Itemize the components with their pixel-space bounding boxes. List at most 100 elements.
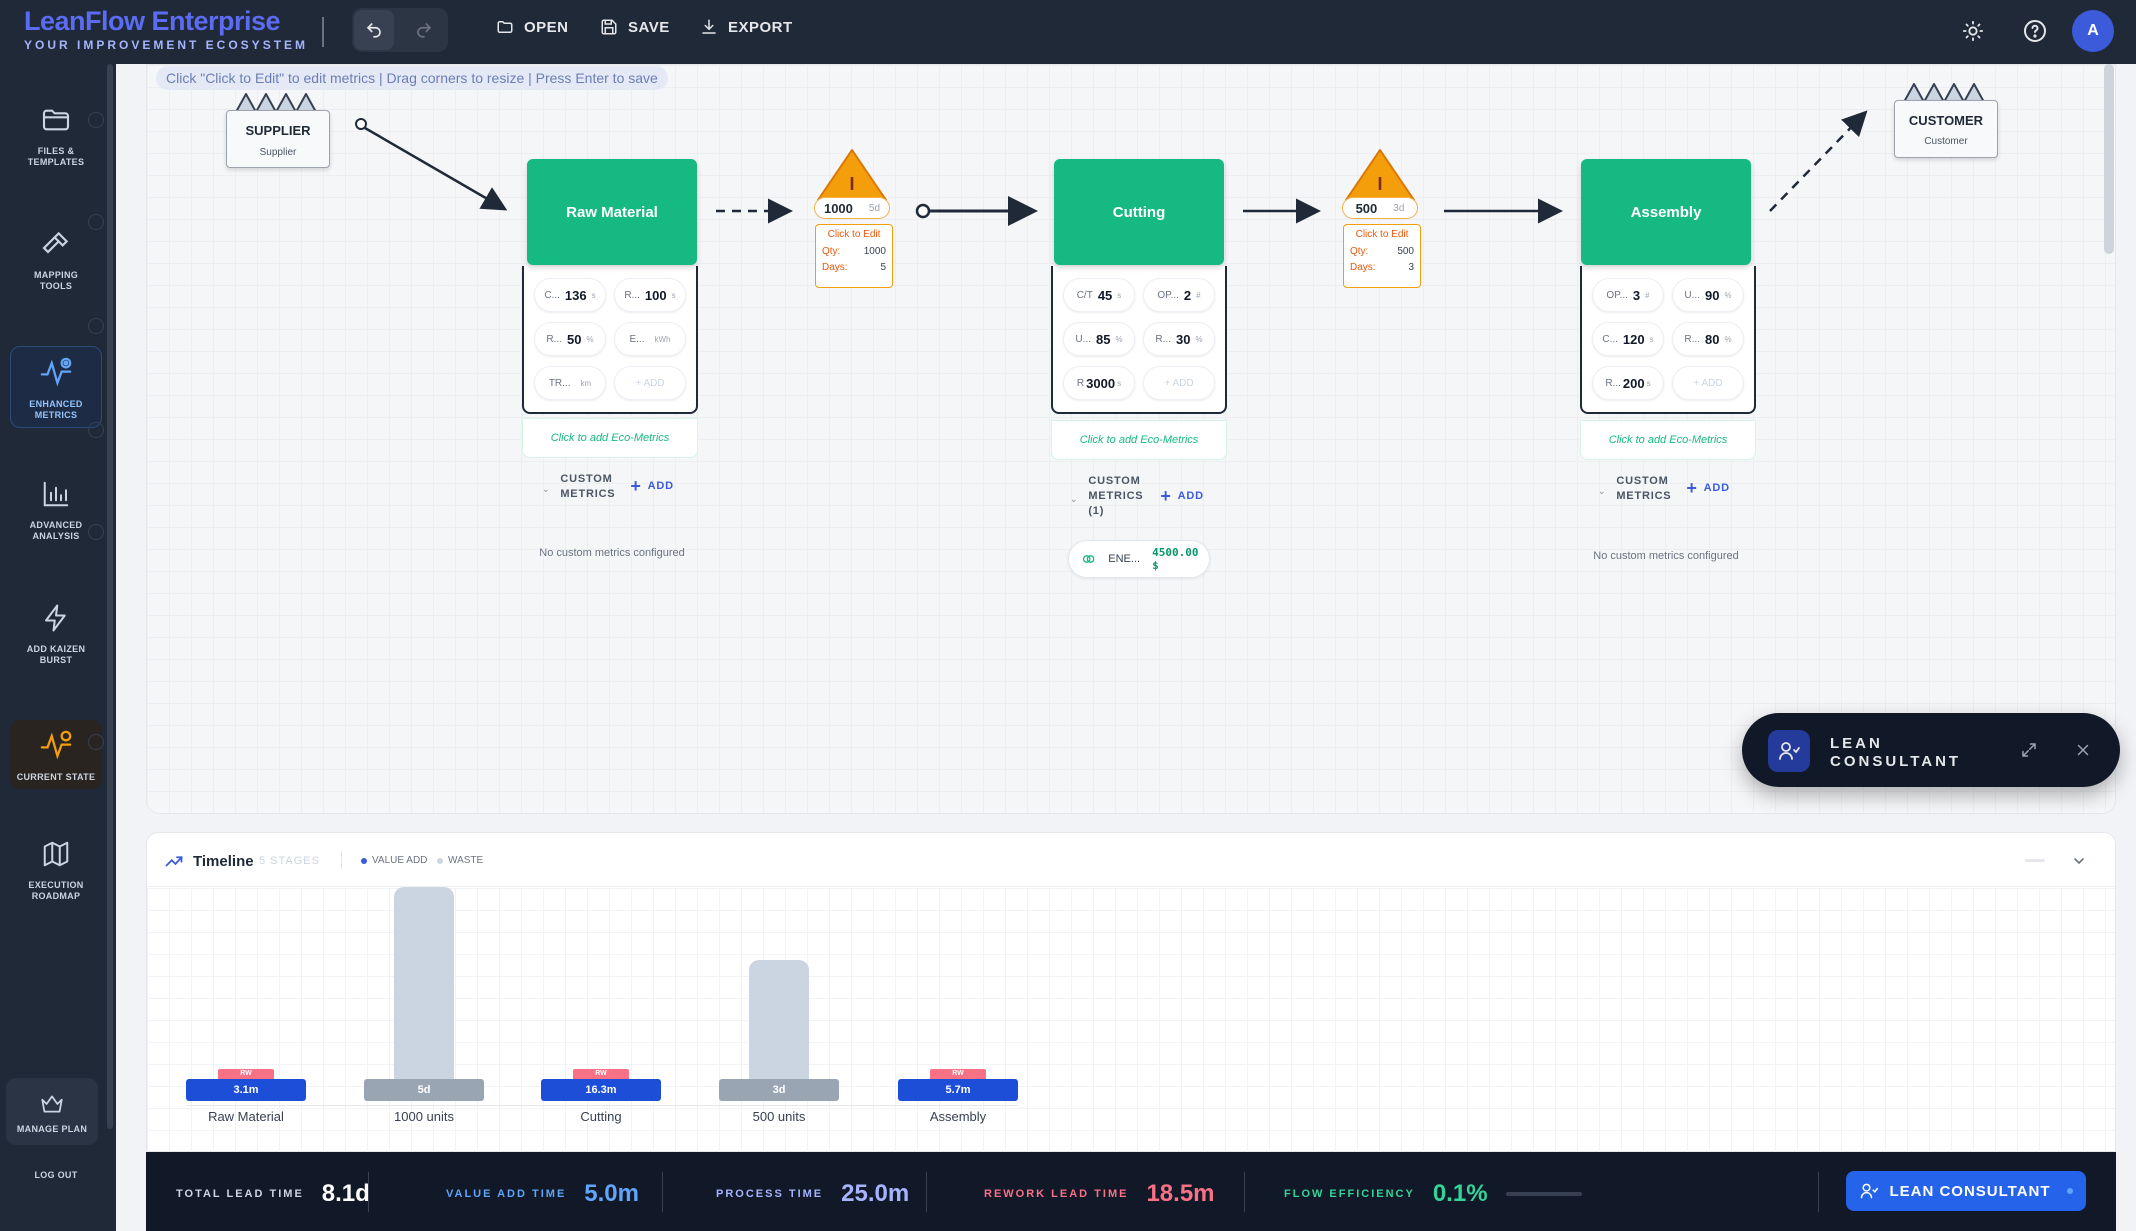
timeline-waste-tag[interactable]: 5d: [364, 1079, 484, 1101]
metric-chip[interactable]: OP... 3 #: [1592, 278, 1664, 312]
flow-efficiency: FLOW EFFICIENCY 0.1%: [1284, 1180, 1582, 1208]
expand-button[interactable]: [2020, 741, 2038, 764]
add-metric-button[interactable]: + ADD: [1143, 366, 1215, 400]
download-icon: [702, 19, 716, 34]
footer-divider: [1244, 1172, 1245, 1212]
help-button[interactable]: [2018, 14, 2052, 48]
sidebar-indicator: [88, 422, 104, 438]
add-custom-metric-button[interactable]: + ADD: [1686, 478, 1730, 498]
close-icon: [2077, 744, 2089, 756]
canvas-scrollbar[interactable]: [2104, 64, 2114, 254]
save-button[interactable]: SAVE: [600, 18, 670, 36]
sidebar-indicator: [88, 214, 104, 230]
metric-chip[interactable]: R... 30%: [1143, 322, 1215, 356]
sidebar-indicator: [88, 524, 104, 540]
process-cutting[interactable]: Cutting: [1054, 159, 1224, 265]
undo-button[interactable]: [354, 10, 394, 50]
sidebar-item-mapping-tools[interactable]: MAPPING TOOLS: [10, 224, 102, 292]
metric-chip[interactable]: OP... 2 #: [1143, 278, 1215, 312]
app-subtitle: YOUR IMPROVEMENT ECOSYSTEM: [24, 38, 309, 52]
supplier-sub: Supplier: [259, 147, 297, 158]
lean-consultant-button[interactable]: LEAN CONSULTANT: [1846, 1171, 2086, 1211]
open-button[interactable]: OPEN: [496, 18, 569, 36]
supplier-node[interactable]: SUPPLIER Supplier: [226, 110, 330, 168]
timeline-panel: Timeline 5 STAGES VALUE ADD WASTE RW 3.1…: [146, 832, 2116, 1153]
minimize-button[interactable]: [2025, 859, 2045, 862]
click-to-edit[interactable]: Click to Edit: [1355, 229, 1409, 240]
save-icon: [601, 19, 617, 35]
sidebar-item-label: ADVANCED ANALYSIS: [29, 520, 83, 541]
sidebar-item-files[interactable]: FILES & TEMPLATES: [10, 100, 102, 168]
sidebar-item-advanced-analysis[interactable]: ADVANCED ANALYSIS: [10, 474, 102, 542]
eco-metrics-button[interactable]: Click to add Eco-Metrics: [522, 418, 698, 458]
timeline-label: 500 units: [752, 1109, 806, 1124]
trend-icon: [165, 856, 183, 867]
footer-divider: [662, 1172, 663, 1212]
process-raw-material[interactable]: Raw Material: [527, 159, 697, 265]
manage-plan-button[interactable]: MANAGE PLAN: [6, 1078, 98, 1145]
chevron-down-icon[interactable]: [2071, 853, 2087, 869]
metric-chip[interactable]: C/T 45 s: [1063, 278, 1135, 312]
timeline-label: Cutting: [580, 1109, 622, 1124]
save-label: SAVE: [628, 18, 670, 36]
metric-chip[interactable]: R... 50%: [534, 322, 606, 356]
metric-chip[interactable]: C... 120 s: [1592, 322, 1664, 356]
app-title: LeanFlow Enterprise: [24, 6, 281, 36]
bar-chart-icon: [43, 481, 69, 507]
metric-chip[interactable]: TR... km: [534, 366, 606, 400]
sidebar-item-current-state[interactable]: CURRENT STATE: [10, 720, 102, 789]
inventory-label[interactable]: 1000 5d: [814, 197, 890, 219]
sidebar-scrollbar[interactable]: [107, 64, 113, 1129]
custom-metric-chip[interactable]: ENE... 4500.00 $: [1068, 540, 1210, 578]
pulse-icon: [40, 730, 72, 760]
metric-chip[interactable]: R... 200 s: [1592, 366, 1664, 400]
metric-chip[interactable]: U... 85%: [1063, 322, 1135, 356]
metric-chip[interactable]: R 3000 s: [1063, 366, 1135, 400]
history-controls: [352, 8, 448, 52]
lean-consultant-panel[interactable]: LEAN CONSULTANT: [1742, 713, 2120, 787]
timeline-value-tag[interactable]: 5.7m: [898, 1079, 1018, 1101]
brand[interactable]: LeanFlow Enterprise YOUR IMPROVEMENT ECO…: [24, 6, 308, 52]
logout-button[interactable]: LOG OUT: [10, 1170, 102, 1181]
timeline-value-tag[interactable]: 3.1m: [186, 1079, 306, 1101]
close-button[interactable]: [2074, 741, 2092, 764]
metric-chip[interactable]: U... 90%: [1672, 278, 1744, 312]
sidebar-item-execution-roadmap[interactable]: EXECUTION ROADMAP: [10, 834, 102, 902]
add-metric-button[interactable]: + ADD: [614, 366, 686, 400]
sidebar-indicator: [88, 112, 104, 128]
sidebar-item-label: ENHANCED METRICS: [29, 399, 83, 420]
click-to-edit[interactable]: Click to Edit: [827, 229, 881, 240]
timeline-value-tag[interactable]: 16.3m: [541, 1079, 661, 1101]
metric-chip[interactable]: C... 136 s: [534, 278, 606, 312]
inventory-edit-card[interactable]: Click to Edit Qty: 1000 Days: 5: [815, 224, 893, 288]
inventory-label[interactable]: 500 3d: [1342, 197, 1418, 219]
add-metric-button[interactable]: + ADD: [1672, 366, 1744, 400]
eco-metrics-button[interactable]: Click to add Eco-Metrics: [1580, 420, 1756, 460]
timeline-header: Timeline 5 STAGES VALUE ADD WASTE: [147, 833, 2115, 887]
sidebar-item-enhanced-metrics[interactable]: ENHANCED METRICS: [10, 346, 102, 428]
timeline-bar-inventory: [394, 887, 454, 1087]
top-bar: LeanFlow Enterprise YOUR IMPROVEMENT ECO…: [0, 0, 2136, 64]
customer-sub: Customer: [1924, 136, 1968, 147]
redo-button[interactable]: [404, 10, 444, 50]
leaf-icon: [1082, 555, 1095, 563]
rework-lead-time: REWORK LEAD TIME 18.5m: [984, 1180, 1215, 1207]
process-assembly[interactable]: Assembly: [1581, 159, 1751, 265]
logout-label: LOG OUT: [34, 1170, 78, 1180]
canvas-hint: Click "Click to Edit" to edit metrics | …: [156, 66, 668, 90]
export-button[interactable]: EXPORT: [700, 18, 793, 36]
add-custom-metric-button[interactable]: + ADD: [630, 476, 674, 496]
metric-chip[interactable]: E... kWh: [614, 322, 686, 356]
add-custom-metric-button[interactable]: + ADD: [1160, 486, 1204, 506]
user-avatar[interactable]: A: [2072, 10, 2114, 52]
metric-chip[interactable]: R... 80%: [1672, 322, 1744, 356]
timeline-waste-tag[interactable]: 3d: [719, 1079, 839, 1101]
eco-metrics-button[interactable]: Click to add Eco-Metrics: [1051, 420, 1227, 460]
sidebar-item-label: FILES & TEMPLATES: [27, 146, 85, 167]
metric-chip[interactable]: R... 100 s: [614, 278, 686, 312]
theme-toggle-button[interactable]: [1956, 14, 1990, 48]
sidebar-item-kaizen-burst[interactable]: ADD KAIZEN BURST: [10, 598, 102, 666]
lightning-icon: [45, 604, 66, 632]
inventory-edit-card[interactable]: Click to Edit Qty: 500 Days: 3: [1343, 224, 1421, 288]
customer-node[interactable]: CUSTOMER Customer: [1894, 100, 1998, 158]
